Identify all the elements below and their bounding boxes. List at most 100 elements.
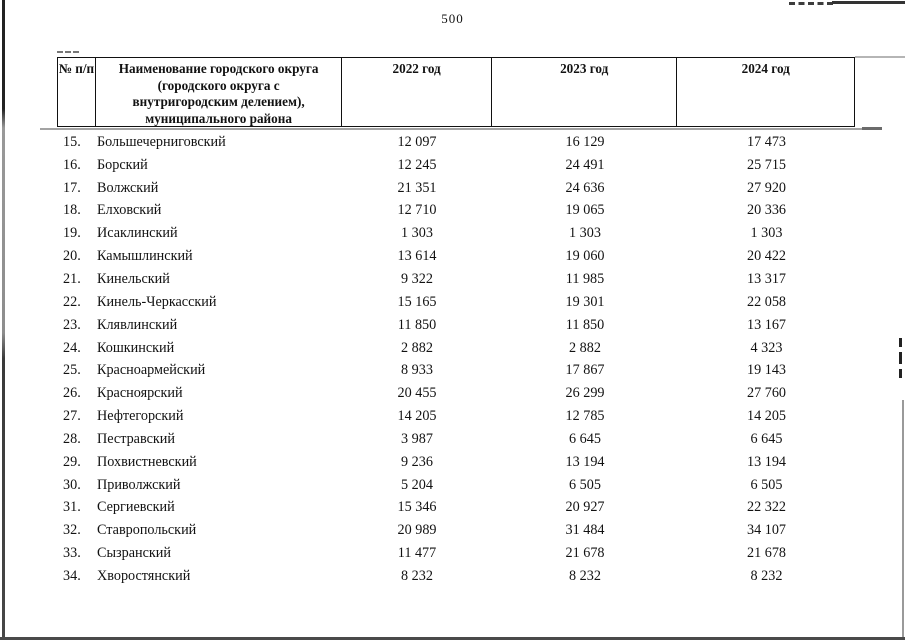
value-2023: 6 645 [569, 430, 601, 447]
table-row: 30. Приволжский 5 204 6 505 6 505 [57, 474, 855, 497]
district-name: Хворостянский [97, 567, 191, 584]
row-number: 15. [63, 133, 81, 150]
table-body: 15. Большечерниговский 12 097 16 129 17 … [57, 131, 855, 588]
scan-artifact-top-right-dashes [789, 2, 833, 5]
value-2024: 22 058 [746, 293, 786, 310]
value-2022: 5 204 [401, 476, 433, 493]
row-number: 31. [63, 499, 81, 516]
value-2023: 26 299 [565, 385, 605, 402]
value-2024: 13 167 [746, 316, 786, 333]
scan-artifact-right-edge-line [901, 400, 904, 640]
value-2024: 20 422 [746, 248, 786, 265]
district-name: Борский [97, 156, 148, 173]
value-2024: 20 336 [746, 202, 786, 219]
scan-artifact-bottom-edge-line [0, 637, 905, 640]
header-year-2024: 2024 год [741, 61, 790, 76]
value-2022: 21 351 [397, 179, 437, 196]
district-name: Ставропольский [97, 522, 197, 539]
header-year-2022: 2022 год [342, 58, 492, 126]
value-2023: 2 882 [569, 339, 601, 356]
value-2023: 11 850 [565, 316, 605, 333]
table-row: 22. Кинель-Черкасский 15 165 19 301 22 0… [57, 291, 855, 314]
table-row: 20. Камышлинский 13 614 19 060 20 422 [57, 245, 855, 268]
district-name: Кинель-Черкасский [97, 293, 217, 310]
header-year-2023: 2023 год [492, 58, 678, 126]
value-2024: 13 194 [746, 453, 786, 470]
header-district-name-line: (городского округа с [157, 77, 280, 93]
table-row: 23. Клявлинский 11 850 11 850 13 167 [57, 314, 855, 337]
value-2024: 17 473 [746, 133, 786, 150]
value-2022: 8 933 [401, 362, 433, 379]
value-2023: 24 636 [565, 179, 605, 196]
table-row: 27. Нефтегорский 14 205 12 785 14 205 [57, 405, 855, 428]
value-2024: 6 505 [750, 476, 783, 493]
value-2024: 34 107 [746, 522, 786, 539]
value-2022: 12 097 [397, 133, 437, 150]
district-name: Елховский [97, 202, 162, 219]
value-2022: 11 477 [397, 545, 437, 562]
table-header: № п/п Наименование городского округа (го… [57, 57, 855, 127]
district-name: Кинельский [97, 270, 170, 287]
row-number: 19. [63, 225, 81, 242]
value-2023: 19 065 [565, 202, 605, 219]
value-2022: 3 987 [401, 430, 433, 447]
district-name: Красноярский [97, 385, 183, 402]
row-number: 17. [63, 179, 81, 196]
value-2023: 31 484 [565, 522, 605, 539]
value-2022: 13 614 [397, 248, 437, 265]
value-2022: 12 710 [397, 202, 437, 219]
value-2022: 11 850 [397, 316, 437, 333]
table-row: 29. Похвистневский 9 236 13 194 13 194 [57, 451, 855, 474]
value-2023: 16 129 [565, 133, 605, 150]
table-row: 19. Исаклинский 1 303 1 303 1 303 [57, 222, 855, 245]
row-number: 21. [63, 270, 81, 287]
row-number: 18. [63, 202, 81, 219]
row-number: 29. [63, 453, 81, 470]
row-number: 25. [63, 362, 81, 379]
district-name: Пестравский [97, 430, 175, 447]
value-2023: 19 060 [565, 248, 605, 265]
value-2024: 14 205 [746, 408, 786, 425]
value-2024: 13 317 [746, 270, 786, 287]
district-name: Приволжский [97, 476, 181, 493]
scan-artifact-header-underline-tick [862, 126, 882, 130]
row-number: 33. [63, 545, 81, 562]
header-row-number: № п/п [58, 58, 96, 126]
scan-artifact-right-edge-dash [899, 338, 902, 347]
scan-artifact-right-edge-dash [899, 352, 902, 364]
district-name: Камышлинский [97, 248, 193, 265]
value-2022: 20 455 [397, 385, 437, 402]
table-row: 16. Борский 12 245 24 491 25 715 [57, 154, 855, 177]
header-district-name: Наименование городского округа (городско… [96, 58, 343, 126]
value-2024: 27 760 [746, 385, 786, 402]
scan-artifact-top-border-extension [855, 56, 905, 58]
district-name: Большечерниговский [97, 133, 226, 150]
table-row: 31. Сергиевский 15 346 20 927 22 322 [57, 497, 855, 520]
header-district-name-line: внутригородским делением), [132, 94, 305, 109]
scan-artifact-left-edge-line [2, 0, 5, 640]
value-2024: 22 322 [746, 499, 786, 516]
value-2023: 20 927 [565, 499, 605, 516]
value-2024: 8 232 [750, 567, 783, 584]
row-number: 27. [63, 408, 81, 425]
value-2023: 19 301 [565, 293, 605, 310]
value-2024: 19 143 [746, 362, 786, 379]
value-2024: 4 323 [750, 339, 783, 356]
scan-artifact-header-underline [40, 127, 882, 130]
row-number: 22. [63, 293, 81, 310]
row-number: 23. [63, 316, 81, 333]
table-row: 21. Кинельский 9 322 11 985 13 317 [57, 268, 855, 291]
row-number: 32. [63, 522, 81, 539]
value-2022: 15 346 [397, 499, 437, 516]
value-2023: 11 985 [565, 270, 605, 287]
value-2022: 2 882 [401, 339, 433, 356]
value-2024: 27 920 [746, 179, 786, 196]
value-2022: 15 165 [397, 293, 437, 310]
row-number: 28. [63, 430, 81, 447]
value-2024: 1 303 [750, 225, 783, 242]
row-number: 20. [63, 248, 81, 265]
scan-artifact-top-right-line [832, 1, 905, 4]
header-district-name-line: Наименование городского округа [118, 61, 319, 76]
table-row: 25. Красноармейский 8 933 17 867 19 143 [57, 359, 855, 382]
header-district-name-line: муниципального района [145, 110, 292, 126]
